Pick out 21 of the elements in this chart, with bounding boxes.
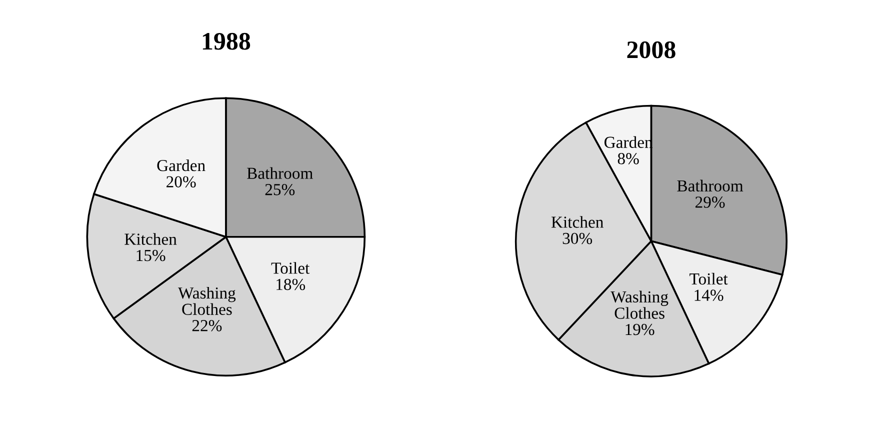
data-label: 29%	[695, 196, 725, 208]
slice-label: Toilet	[271, 262, 310, 274]
slice-label: Toilet	[690, 272, 728, 285]
slice-label: Washing Clothes	[610, 290, 668, 319]
slice-label: Bathroom	[247, 167, 313, 179]
chart-title: 2008	[627, 41, 676, 58]
slice-label: Washing Clothes	[178, 286, 236, 315]
data-label: 19%	[626, 324, 654, 336]
data-label: 22%	[192, 320, 222, 332]
data-label: 18%	[276, 278, 306, 290]
data-label: 20%	[166, 176, 196, 188]
slice-label: Kitchen	[124, 233, 177, 245]
slice-label: Kitchen	[551, 216, 604, 228]
data-label: 14%	[694, 290, 724, 301]
data-label: 15%	[136, 250, 166, 262]
data-label: 8%	[618, 153, 639, 164]
slice-label: Bathroom	[677, 180, 744, 192]
data-label: 30%	[562, 232, 592, 244]
data-label: 25%	[265, 184, 295, 196]
slice-label: Garden	[157, 159, 206, 172]
chart-title: 1988	[202, 32, 250, 50]
